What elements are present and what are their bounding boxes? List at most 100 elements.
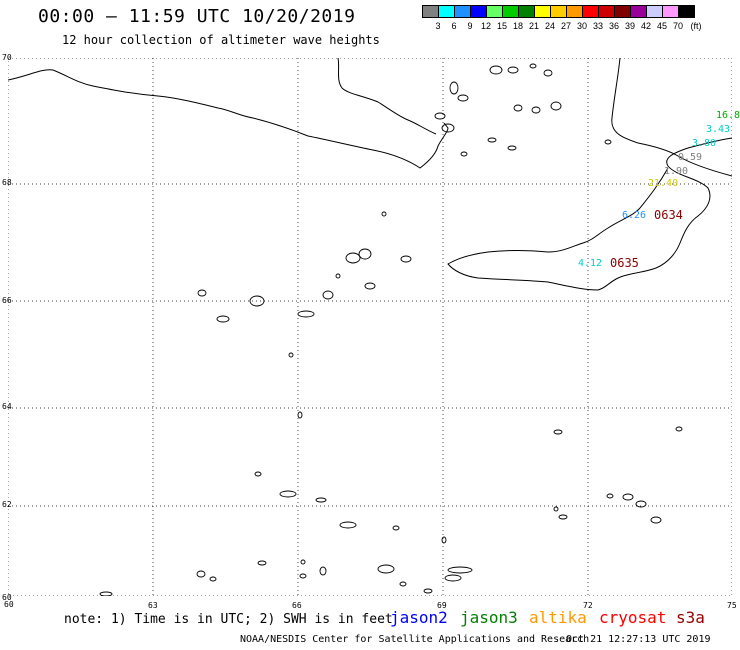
lon-label: 75 [727,601,737,610]
scale-label: 30 [576,21,588,31]
lat-label: 66 [2,296,12,305]
lon-label: 63 [148,601,158,610]
island [335,273,341,279]
island [635,500,647,508]
island [297,310,315,318]
islands [99,63,683,596]
lon-label: 60 [4,600,14,609]
pass-time-label: 0635 [610,256,639,270]
scale-label: 33 [592,21,604,31]
mission-jason2: jason2 [390,608,448,627]
island [209,576,217,582]
island [99,591,113,596]
scale-label: 27 [560,21,572,31]
scale-swatch [678,5,695,18]
scale-swatch [534,5,551,18]
island [322,290,334,300]
scale-label: 70 [672,21,684,31]
scale-swatch [470,5,487,18]
island [531,106,541,114]
island [558,514,568,520]
page-title: 00:00 – 11:59 UTC 10/20/2019 [38,6,356,27]
island [543,69,553,77]
island [606,493,614,499]
coastline-east-lower [447,137,732,291]
scale-label: 24 [544,21,556,31]
island [553,506,559,512]
island [507,145,517,151]
scale-swatch [566,5,583,18]
island [457,94,469,102]
mission-jason3: jason3 [460,608,518,627]
island [300,559,306,565]
coastline [8,58,732,291]
mission-altika: altika [529,608,587,627]
scale-label: 45 [656,21,668,31]
island [345,252,361,264]
island [400,255,412,263]
island [550,101,562,111]
island [196,570,206,578]
scale-swatch [598,5,615,18]
credit-text: NOAA/NESDIS Center for Satellite Applica… [240,634,590,645]
scale-swatch [630,5,647,18]
scale-label: 3 [435,21,441,31]
scale-swatch [454,5,471,18]
island [604,139,612,145]
generated-timestamp: Oct 21 12:27:13 UTC 2019 [566,634,711,645]
lon-label: 66 [292,601,302,610]
island [507,66,519,74]
island [279,490,297,498]
island [489,65,503,75]
island [377,564,395,574]
mission-cryosat: cryosat [599,608,667,627]
scale-label: 12 [480,21,492,31]
lon-gridlines [152,58,589,596]
page-subtitle: 12 hour collection of altimeter wave hei… [62,33,380,47]
island [392,525,400,531]
scale-label: 6 [451,21,457,31]
scale-label: 42 [640,21,652,31]
island [364,282,376,290]
lat-label: 60 [2,593,12,602]
scale-swatch [438,5,455,18]
scale-label: 21 [528,21,540,31]
pass-time-label: 0634 [654,208,683,222]
lat-label: 68 [2,178,12,187]
scale-swatch [502,5,519,18]
swh-observation: 1.90 [664,166,689,177]
island [399,581,407,587]
map-canvas [8,58,732,596]
lat-label: 70 [2,53,12,62]
island [622,493,634,501]
scale-swatch [614,5,631,18]
scale-swatch [550,5,567,18]
island [254,471,262,477]
island [675,426,683,432]
island [513,104,523,112]
island [441,536,447,544]
island [288,352,294,358]
island [358,248,372,260]
swh-observation: 21.40 [648,178,679,189]
island [423,588,433,594]
swh-observation: 4.12 [578,258,603,269]
island [339,521,357,529]
swh-observation: 0.59 [678,152,703,163]
island [257,560,267,566]
island [487,137,497,143]
coastline-gulf [337,58,437,135]
island [449,81,459,95]
lat-label: 62 [2,500,12,509]
scale-label: 9 [467,21,473,31]
mission-s3a: s3a [676,608,705,627]
scale-label: 36 [608,21,620,31]
island [434,112,446,120]
scale-swatch [582,5,599,18]
lat-label: 64 [2,402,12,411]
scale-label: 39 [624,21,636,31]
scale-swatch [486,5,503,18]
island [553,429,563,435]
footer-note: note: 1) Time is in UTC; 2) SWH is in fe… [64,612,393,627]
lat-gridlines [8,183,732,507]
